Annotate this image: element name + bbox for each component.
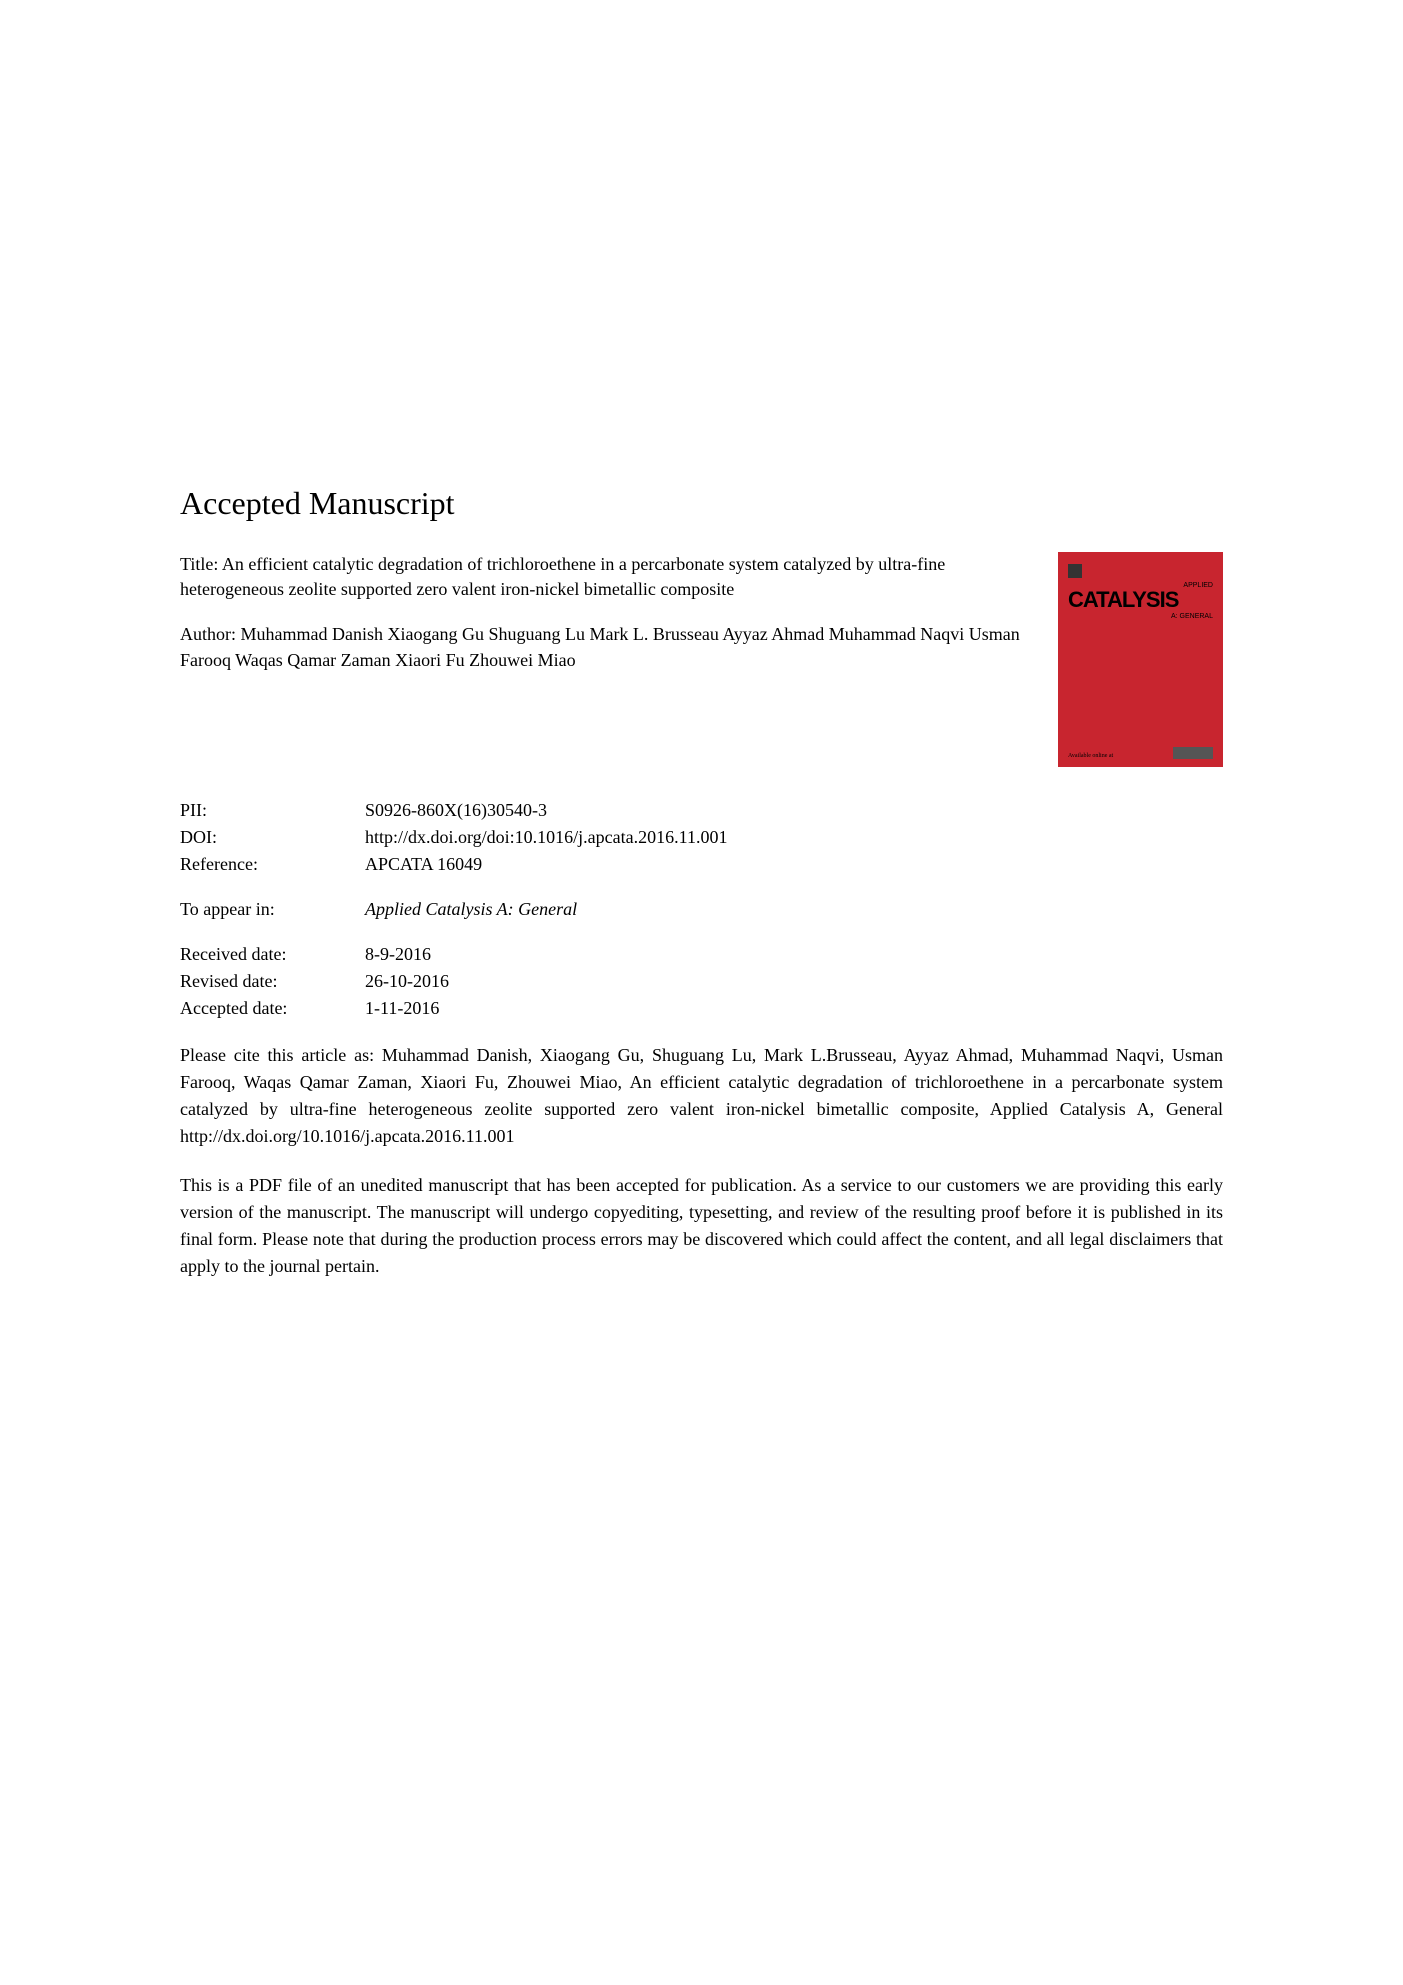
reference-value: APCATA 16049	[365, 851, 482, 878]
appear-row: To appear in: Applied Catalysis A: Gener…	[180, 896, 1223, 923]
citation-text: Please cite this article as: Muhammad Da…	[180, 1042, 1223, 1150]
cover-general-label: A: GENERAL	[1068, 613, 1213, 620]
revised-label: Revised date:	[180, 968, 365, 995]
revised-value: 26-10-2016	[365, 968, 449, 995]
cover-availability-text: Available online at	[1068, 753, 1113, 759]
received-value: 8-9-2016	[365, 941, 431, 968]
doi-row: DOI: http://dx.doi.org/doi:10.1016/j.apc…	[180, 824, 1223, 851]
reference-row: Reference: APCATA 16049	[180, 851, 1223, 878]
received-row: Received date: 8-9-2016	[180, 941, 1223, 968]
accepted-row: Accepted date: 1-11-2016	[180, 995, 1223, 1022]
doi-label: DOI:	[180, 824, 365, 851]
metadata-table: PII: S0926-860X(16)30540-3 DOI: http://d…	[180, 797, 1223, 1022]
cover-top-bar	[1068, 562, 1213, 580]
accepted-value: 1-11-2016	[365, 995, 439, 1022]
journal-cover-image: APPLIED CATALYSIS A: GENERAL Available o…	[1058, 552, 1223, 767]
pii-label: PII:	[180, 797, 365, 824]
doi-value[interactable]: http://dx.doi.org/doi:10.1016/j.apcata.2…	[365, 824, 727, 851]
cover-catalysis-label: CATALYSIS	[1068, 587, 1213, 613]
received-label: Received date:	[180, 941, 365, 968]
meta-text-block: Title: An efficient catalytic degradatio…	[180, 552, 1028, 767]
accepted-manuscript-heading: Accepted Manuscript	[180, 485, 1223, 522]
cover-title-box: APPLIED CATALYSIS A: GENERAL	[1068, 582, 1213, 620]
disclaimer-text: This is a PDF file of an unedited manusc…	[180, 1172, 1223, 1280]
publisher-logo-icon	[1068, 564, 1082, 578]
appear-value: Applied Catalysis A: General	[365, 896, 577, 923]
revised-row: Revised date: 26-10-2016	[180, 968, 1223, 995]
title-text: Title: An efficient catalytic degradatio…	[180, 552, 1028, 602]
reference-label: Reference:	[180, 851, 365, 878]
author-text: Author: Muhammad Danish Xiaogang Gu Shug…	[180, 622, 1028, 672]
pii-row: PII: S0926-860X(16)30540-3	[180, 797, 1223, 824]
sciencedirect-badge-icon	[1173, 747, 1213, 759]
top-section: Title: An efficient catalytic degradatio…	[180, 552, 1223, 767]
cover-bottom-bar: Available online at	[1068, 747, 1213, 759]
pii-value: S0926-860X(16)30540-3	[365, 797, 547, 824]
appear-label: To appear in:	[180, 896, 365, 923]
page-container: Accepted Manuscript Title: An efficient …	[0, 0, 1403, 1380]
accepted-label: Accepted date:	[180, 995, 365, 1022]
